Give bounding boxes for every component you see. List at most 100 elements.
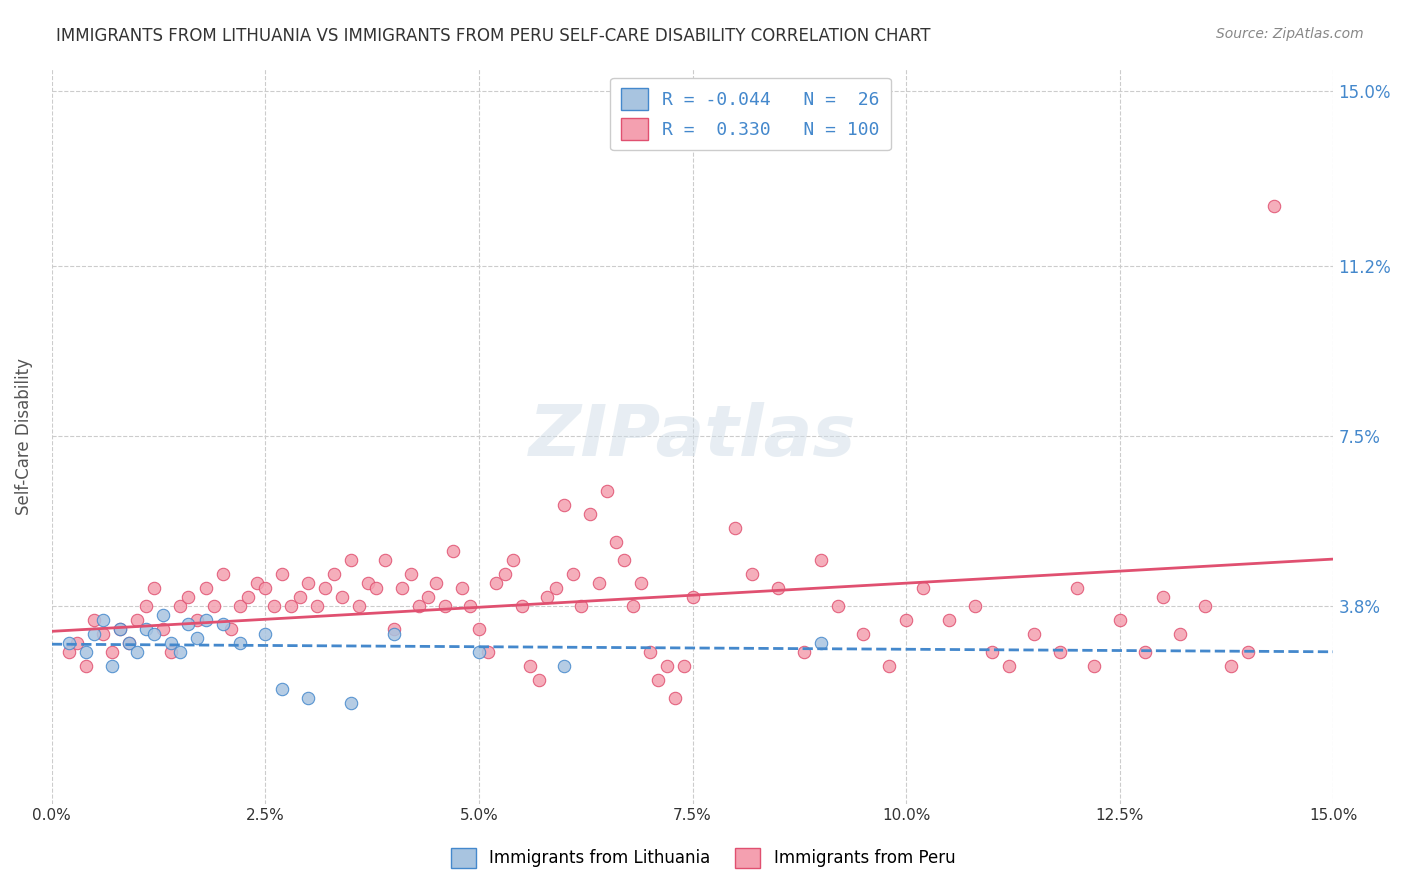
Point [366,581,388,595]
Point [963,599,986,613]
Point [177,617,200,632]
Point [741,566,763,581]
Point [58,636,80,650]
Point [305,599,328,613]
Point [460,599,482,613]
Point [374,553,396,567]
Point [229,636,252,650]
Point [451,581,474,595]
Point [673,658,696,673]
Point [391,581,413,595]
Point [638,645,661,659]
Point [143,626,166,640]
Point [382,626,405,640]
Point [510,599,533,613]
Point [399,566,422,581]
Point [91,613,114,627]
Point [553,498,575,512]
Legend: R = -0.044   N =  26, R =  0.330   N = 100: R = -0.044 N = 26, R = 0.330 N = 100 [610,78,890,151]
Point [477,645,499,659]
Point [1066,581,1088,595]
Point [441,544,464,558]
Point [349,599,371,613]
Point [433,599,456,613]
Point [682,590,704,604]
Point [271,566,294,581]
Point [254,581,277,595]
Point [322,566,344,581]
Point [605,534,627,549]
Point [793,645,815,659]
Point [100,645,122,659]
Point [340,696,363,710]
Point [186,631,208,645]
Point [579,507,602,521]
Point [271,681,294,696]
Point [83,626,105,640]
Point [186,613,208,627]
Point [100,658,122,673]
Point [408,599,430,613]
Point [177,590,200,604]
Point [425,576,447,591]
Point [1049,645,1071,659]
Point [152,608,174,623]
Point [108,622,131,636]
Point [135,622,157,636]
Point [135,599,157,613]
Point [108,622,131,636]
Point [238,590,260,604]
Point [202,599,225,613]
Point [194,581,217,595]
Point [194,613,217,627]
Point [852,626,875,640]
Point [75,645,97,659]
Point [502,553,524,567]
Point [997,658,1019,673]
Point [630,576,652,591]
Point [810,636,832,650]
Point [724,521,747,535]
Point [83,613,105,627]
Point [160,645,183,659]
Point [912,581,935,595]
Point [229,599,252,613]
Point [127,645,149,659]
Point [152,622,174,636]
Point [827,599,849,613]
Point [314,581,336,595]
Point [75,658,97,673]
Point [664,690,686,705]
Point [169,599,191,613]
Text: Source: ZipAtlas.com: Source: ZipAtlas.com [1216,27,1364,41]
Point [553,658,575,673]
Point [527,673,550,687]
Y-axis label: Self-Care Disability: Self-Care Disability [15,358,32,515]
Point [357,576,380,591]
Point [297,576,319,591]
Point [1237,645,1260,659]
Point [288,590,311,604]
Point [896,613,918,627]
Point [117,636,139,650]
Point [1108,613,1130,627]
Point [544,581,567,595]
Point [1152,590,1174,604]
Point [494,566,516,581]
Point [1219,658,1241,673]
Point [91,626,114,640]
Point [58,645,80,659]
Point [127,613,149,627]
Point [810,553,832,567]
Text: IMMIGRANTS FROM LITHUANIA VS IMMIGRANTS FROM PERU SELF-CARE DISABILITY CORRELATI: IMMIGRANTS FROM LITHUANIA VS IMMIGRANTS … [56,27,931,45]
Point [416,590,439,604]
Point [766,581,789,595]
Point [254,626,277,640]
Point [66,636,89,650]
Point [980,645,1002,659]
Point [1024,626,1046,640]
Point [219,622,242,636]
Point [468,622,491,636]
Point [246,576,269,591]
Point [117,636,139,650]
